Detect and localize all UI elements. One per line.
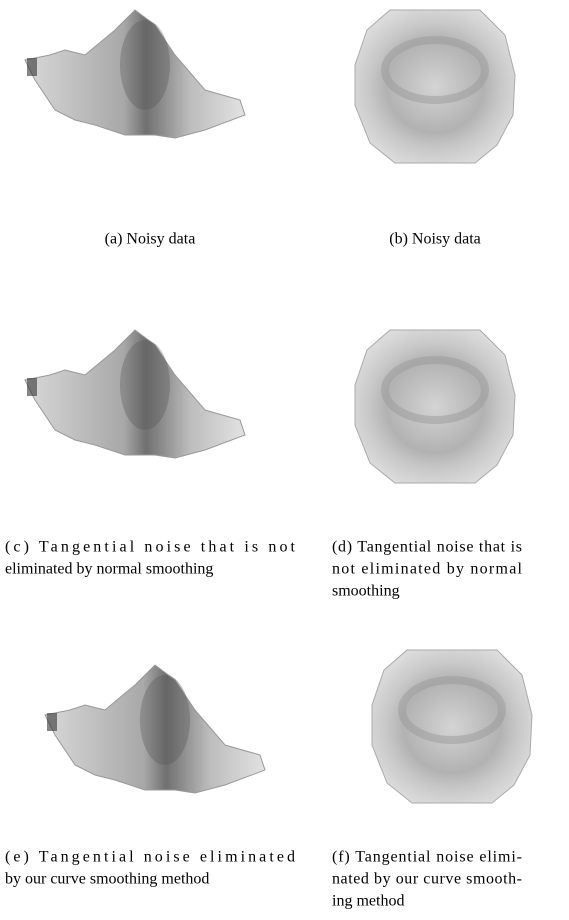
caption: eliminated by normal smoothing (5, 561, 213, 578)
figure: (a) Noisy data (b) Noisy data (c) Tangenti… (0, 0, 569, 920)
caption: not eliminated by normal (332, 561, 523, 578)
curve-smoothed-disc (372, 650, 532, 803)
caption: smoothing (332, 583, 400, 600)
normal-smoothed-surface (25, 330, 245, 458)
noisy-surface (25, 10, 245, 138)
normal-smoothed-disc (355, 330, 515, 483)
caption: ing method (332, 893, 404, 910)
noisy-disc (355, 10, 515, 163)
curve-smoothed-surface (45, 665, 265, 793)
caption: (c) Tangential noise that is not (5, 539, 296, 556)
caption: by our curve smoothing method (5, 871, 209, 888)
caption: (f) Tangential noise elimi- (332, 849, 522, 866)
caption: nated by our curve smooth- (332, 871, 522, 888)
caption: (b) Noisy data (389, 231, 481, 248)
caption: (d) Tangential noise that is (332, 539, 522, 556)
caption: (a) Noisy data (105, 231, 196, 248)
caption: (e) Tangential noise eliminated (5, 849, 295, 866)
